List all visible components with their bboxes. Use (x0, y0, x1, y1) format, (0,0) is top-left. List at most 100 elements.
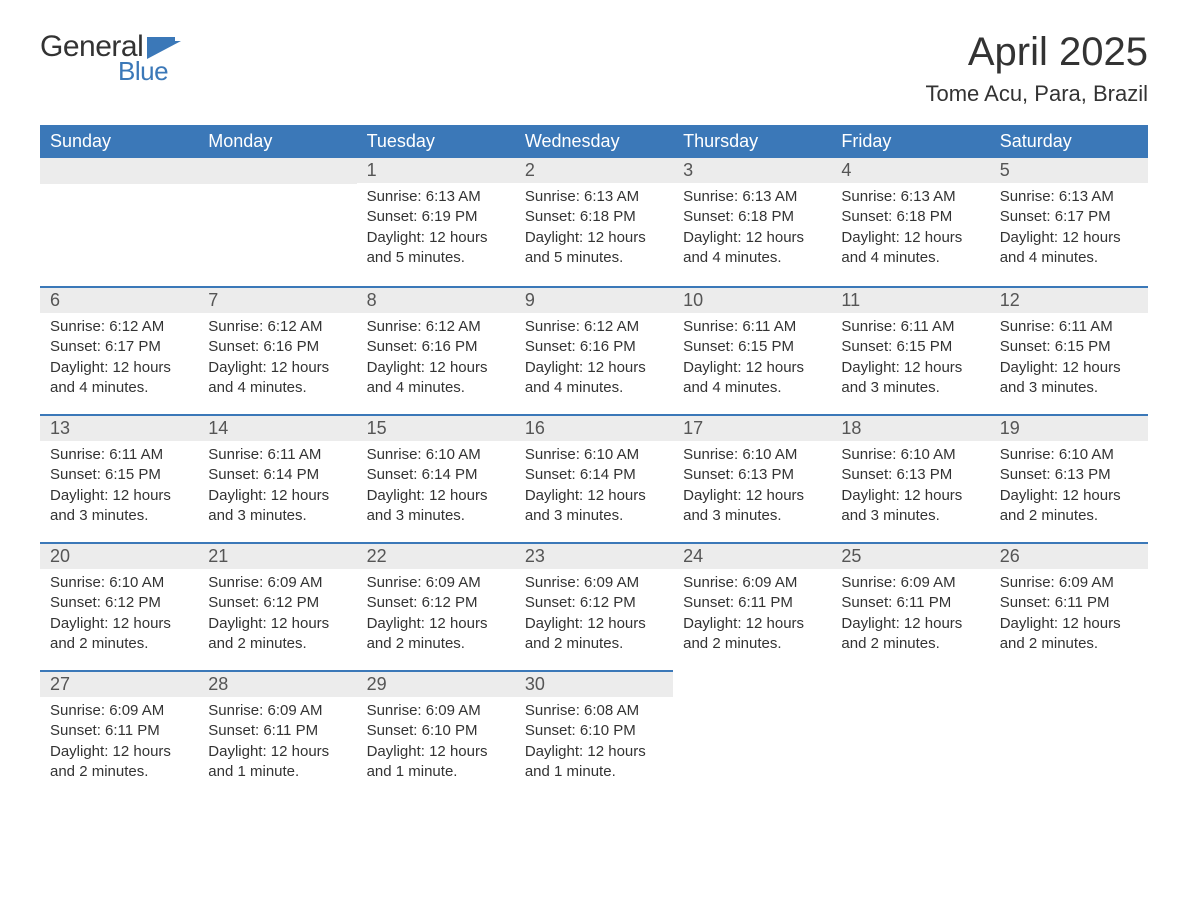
day-number: 7 (198, 288, 356, 313)
sunrise-text: Sunrise: 6:11 AM (841, 317, 979, 337)
day-header: Friday (831, 125, 989, 158)
day-number: 20 (40, 544, 198, 569)
day-header: Monday (198, 125, 356, 158)
calendar-day-cell: 25Sunrise: 6:09 AMSunset: 6:11 PMDayligh… (831, 542, 989, 670)
day-number: 9 (515, 288, 673, 313)
day-number: 28 (198, 672, 356, 697)
day-number: 30 (515, 672, 673, 697)
daylight-text: Daylight: 12 hours and 3 minutes. (50, 486, 188, 527)
day-header: Tuesday (357, 125, 515, 158)
calendar-day-cell: 21Sunrise: 6:09 AMSunset: 6:12 PMDayligh… (198, 542, 356, 670)
sunset-text: Sunset: 6:18 PM (683, 207, 821, 227)
daylight-text: Daylight: 12 hours and 4 minutes. (50, 358, 188, 399)
calendar-day-cell: 13Sunrise: 6:11 AMSunset: 6:15 PMDayligh… (40, 414, 198, 542)
calendar-day-cell: 20Sunrise: 6:10 AMSunset: 6:12 PMDayligh… (40, 542, 198, 670)
day-details: Sunrise: 6:12 AMSunset: 6:17 PMDaylight:… (40, 313, 198, 408)
day-details: Sunrise: 6:09 AMSunset: 6:11 PMDaylight:… (831, 569, 989, 664)
calendar-day-cell: 1Sunrise: 6:13 AMSunset: 6:19 PMDaylight… (357, 158, 515, 286)
title-block: April 2025 Tome Acu, Para, Brazil (925, 30, 1148, 107)
daylight-text: Daylight: 12 hours and 4 minutes. (367, 358, 505, 399)
calendar-day-cell: 18Sunrise: 6:10 AMSunset: 6:13 PMDayligh… (831, 414, 989, 542)
sunset-text: Sunset: 6:14 PM (525, 465, 663, 485)
day-details: Sunrise: 6:13 AMSunset: 6:19 PMDaylight:… (357, 183, 515, 278)
calendar-day-cell: 6Sunrise: 6:12 AMSunset: 6:17 PMDaylight… (40, 286, 198, 414)
day-number: 29 (357, 672, 515, 697)
page-title: April 2025 (925, 30, 1148, 75)
day-details: Sunrise: 6:10 AMSunset: 6:14 PMDaylight:… (515, 441, 673, 536)
calendar-empty-cell (990, 670, 1148, 798)
daylight-text: Daylight: 12 hours and 3 minutes. (841, 486, 979, 527)
daylight-text: Daylight: 12 hours and 3 minutes. (683, 486, 821, 527)
day-number: 4 (831, 158, 989, 183)
day-details: Sunrise: 6:13 AMSunset: 6:18 PMDaylight:… (515, 183, 673, 278)
sunrise-text: Sunrise: 6:10 AM (683, 445, 821, 465)
day-number: 10 (673, 288, 831, 313)
daylight-text: Daylight: 12 hours and 4 minutes. (525, 358, 663, 399)
day-number: 27 (40, 672, 198, 697)
calendar-day-cell: 3Sunrise: 6:13 AMSunset: 6:18 PMDaylight… (673, 158, 831, 286)
sunrise-text: Sunrise: 6:09 AM (683, 573, 821, 593)
sunrise-text: Sunrise: 6:09 AM (1000, 573, 1138, 593)
calendar-day-cell: 27Sunrise: 6:09 AMSunset: 6:11 PMDayligh… (40, 670, 198, 798)
calendar-week-row: 6Sunrise: 6:12 AMSunset: 6:17 PMDaylight… (40, 286, 1148, 414)
day-details: Sunrise: 6:11 AMSunset: 6:15 PMDaylight:… (831, 313, 989, 408)
daylight-text: Daylight: 12 hours and 2 minutes. (525, 614, 663, 655)
day-number: 13 (40, 416, 198, 441)
day-number: 5 (990, 158, 1148, 183)
calendar-day-cell: 7Sunrise: 6:12 AMSunset: 6:16 PMDaylight… (198, 286, 356, 414)
day-details: Sunrise: 6:10 AMSunset: 6:13 PMDaylight:… (990, 441, 1148, 536)
day-details: Sunrise: 6:13 AMSunset: 6:17 PMDaylight:… (990, 183, 1148, 278)
calendar-day-cell: 19Sunrise: 6:10 AMSunset: 6:13 PMDayligh… (990, 414, 1148, 542)
daylight-text: Daylight: 12 hours and 4 minutes. (208, 358, 346, 399)
sunset-text: Sunset: 6:12 PM (208, 593, 346, 613)
sunset-text: Sunset: 6:18 PM (841, 207, 979, 227)
day-details: Sunrise: 6:09 AMSunset: 6:11 PMDaylight:… (990, 569, 1148, 664)
calendar-day-cell: 2Sunrise: 6:13 AMSunset: 6:18 PMDaylight… (515, 158, 673, 286)
logo: General Blue (40, 30, 181, 87)
daylight-text: Daylight: 12 hours and 2 minutes. (841, 614, 979, 655)
daylight-text: Daylight: 12 hours and 5 minutes. (525, 228, 663, 269)
calendar-empty-cell (198, 158, 356, 286)
calendar-empty-cell (40, 158, 198, 286)
sunrise-text: Sunrise: 6:09 AM (208, 573, 346, 593)
page-header: General Blue April 2025 Tome Acu, Para, … (40, 30, 1148, 107)
daylight-text: Daylight: 12 hours and 2 minutes. (367, 614, 505, 655)
sunset-text: Sunset: 6:15 PM (841, 337, 979, 357)
calendar-table: SundayMondayTuesdayWednesdayThursdayFrid… (40, 125, 1148, 798)
day-number: 12 (990, 288, 1148, 313)
day-number: 26 (990, 544, 1148, 569)
sunset-text: Sunset: 6:16 PM (208, 337, 346, 357)
daylight-text: Daylight: 12 hours and 2 minutes. (50, 742, 188, 783)
day-details: Sunrise: 6:12 AMSunset: 6:16 PMDaylight:… (515, 313, 673, 408)
day-details: Sunrise: 6:09 AMSunset: 6:12 PMDaylight:… (198, 569, 356, 664)
sunrise-text: Sunrise: 6:13 AM (841, 187, 979, 207)
day-details: Sunrise: 6:12 AMSunset: 6:16 PMDaylight:… (357, 313, 515, 408)
day-number: 25 (831, 544, 989, 569)
sunrise-text: Sunrise: 6:10 AM (525, 445, 663, 465)
day-number: 22 (357, 544, 515, 569)
daylight-text: Daylight: 12 hours and 3 minutes. (525, 486, 663, 527)
day-number: 14 (198, 416, 356, 441)
day-details: Sunrise: 6:10 AMSunset: 6:14 PMDaylight:… (357, 441, 515, 536)
day-details: Sunrise: 6:09 AMSunset: 6:12 PMDaylight:… (357, 569, 515, 664)
sunset-text: Sunset: 6:14 PM (208, 465, 346, 485)
day-number: 6 (40, 288, 198, 313)
day-number: 18 (831, 416, 989, 441)
calendar-week-row: 27Sunrise: 6:09 AMSunset: 6:11 PMDayligh… (40, 670, 1148, 798)
daylight-text: Daylight: 12 hours and 2 minutes. (1000, 486, 1138, 527)
day-header: Wednesday (515, 125, 673, 158)
sunset-text: Sunset: 6:12 PM (525, 593, 663, 613)
calendar-day-cell: 26Sunrise: 6:09 AMSunset: 6:11 PMDayligh… (990, 542, 1148, 670)
day-header-row: SundayMondayTuesdayWednesdayThursdayFrid… (40, 125, 1148, 158)
sunrise-text: Sunrise: 6:13 AM (367, 187, 505, 207)
day-details: Sunrise: 6:11 AMSunset: 6:15 PMDaylight:… (40, 441, 198, 536)
day-details: Sunrise: 6:11 AMSunset: 6:15 PMDaylight:… (990, 313, 1148, 408)
sunrise-text: Sunrise: 6:09 AM (841, 573, 979, 593)
calendar-day-cell: 16Sunrise: 6:10 AMSunset: 6:14 PMDayligh… (515, 414, 673, 542)
sunrise-text: Sunrise: 6:13 AM (525, 187, 663, 207)
day-details: Sunrise: 6:12 AMSunset: 6:16 PMDaylight:… (198, 313, 356, 408)
calendar-day-cell: 22Sunrise: 6:09 AMSunset: 6:12 PMDayligh… (357, 542, 515, 670)
sunrise-text: Sunrise: 6:09 AM (367, 573, 505, 593)
day-number: 1 (357, 158, 515, 183)
daylight-text: Daylight: 12 hours and 3 minutes. (367, 486, 505, 527)
